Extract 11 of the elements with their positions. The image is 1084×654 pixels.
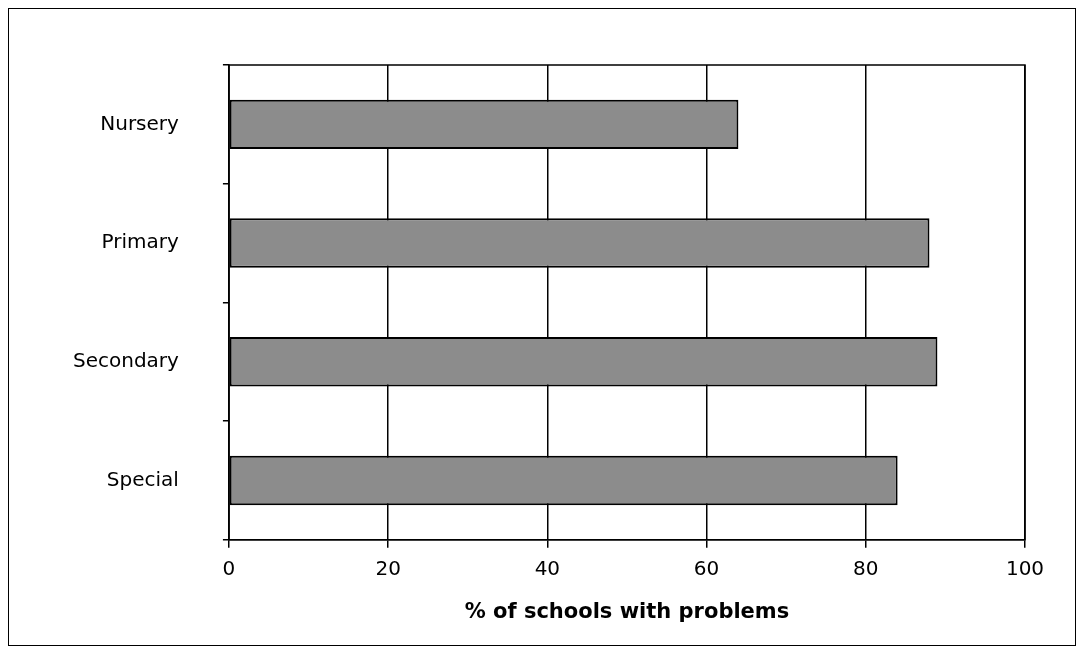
y-tick-label: Special bbox=[106, 466, 179, 491]
y-tick-label: Secondary bbox=[73, 347, 180, 372]
x-tick-label: 80 bbox=[853, 556, 879, 580]
x-tick-label: 100 bbox=[1005, 556, 1045, 580]
y-tick-label: Nursery bbox=[100, 110, 180, 135]
x-tick-label: 0 bbox=[222, 556, 236, 580]
x-tick-label: 20 bbox=[375, 556, 401, 580]
y-tick-label: Primary bbox=[101, 229, 180, 254]
x-tick-label: 40 bbox=[534, 556, 561, 580]
x-tick-label: 60 bbox=[693, 556, 720, 580]
x-axis-title: % of schools with problems bbox=[464, 598, 790, 623]
